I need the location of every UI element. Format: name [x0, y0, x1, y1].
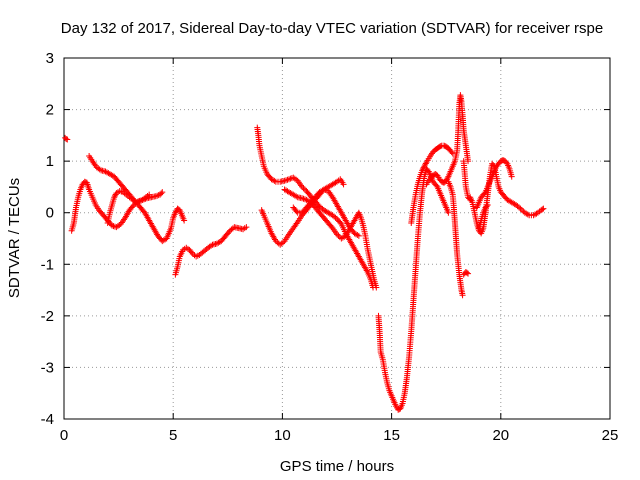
data-point: [281, 177, 288, 184]
data-point: [373, 284, 380, 291]
data-point: [146, 191, 153, 198]
data-point: [516, 204, 522, 211]
data-point: [288, 175, 295, 182]
data-point: [449, 150, 456, 157]
data-point: [293, 208, 300, 215]
data-point: [424, 167, 431, 174]
data-point: [419, 167, 426, 174]
data-point: [293, 193, 300, 200]
chart-title: Day 132 of 2017, Sidereal Day-to-day VTE…: [61, 20, 603, 37]
x-tick-label: 5: [169, 427, 177, 444]
data-point: [299, 195, 306, 202]
data-point: [283, 177, 290, 184]
data-point: [64, 136, 71, 143]
data-point: [508, 173, 515, 180]
y-tick-label: 2: [46, 102, 54, 119]
x-tick-label: 20: [492, 427, 509, 444]
y-tick-label: 0: [46, 205, 54, 222]
data-point: [293, 176, 300, 183]
data-point: [159, 189, 166, 196]
data-point: [539, 206, 546, 213]
data-point: [188, 249, 195, 256]
data-point: [322, 187, 329, 194]
data-point: [355, 232, 362, 239]
data-point: [158, 190, 165, 197]
x-tick-label: 10: [274, 427, 291, 444]
data-point: [484, 201, 491, 208]
data-point: [444, 174, 451, 181]
data-point: [271, 177, 278, 184]
data-point: [463, 269, 470, 276]
data-point: [111, 192, 118, 199]
data-point: [533, 210, 540, 217]
data-point: [109, 222, 116, 229]
data-point: [340, 181, 347, 188]
data-point: [111, 223, 118, 230]
y-tick-label: -4: [41, 411, 54, 428]
data-point: [301, 196, 308, 203]
data-point: [229, 225, 236, 232]
data-point: [243, 224, 250, 231]
data-point: [420, 164, 427, 171]
data-point: [517, 205, 524, 212]
data-point: [524, 211, 531, 218]
y-tick-label: -3: [41, 359, 54, 376]
data-point: [285, 176, 292, 183]
data-point: [300, 195, 307, 202]
x-tick-label: 25: [602, 427, 619, 444]
axis-ticks: 0 5 10 15 20 25 -4 -3 -2 -1 0 1 2 3: [41, 50, 619, 444]
data-point: [334, 231, 340, 238]
data-point: [280, 239, 287, 246]
data-point: [300, 185, 307, 192]
data-point: [422, 161, 429, 168]
data-point: [181, 217, 188, 224]
data-point: [445, 209, 452, 216]
data-point: [354, 232, 361, 239]
data-point: [433, 182, 440, 189]
data-point: [154, 192, 161, 199]
data-point: [448, 149, 455, 156]
y-tick-label: 1: [46, 153, 54, 170]
data-point: [540, 205, 547, 212]
data-point: [335, 232, 342, 239]
data-point: [63, 135, 70, 142]
data-point: [299, 183, 306, 190]
plot-frame: [63, 57, 611, 420]
data-point: [518, 206, 525, 213]
data-point: [503, 159, 510, 166]
data-point: [111, 194, 118, 201]
data-point: [481, 190, 488, 197]
y-tick-label: -2: [41, 308, 54, 325]
data-point: [337, 219, 344, 226]
data-point: [422, 160, 429, 167]
data-point: [421, 163, 428, 170]
data-point: [320, 186, 327, 193]
data-point: [483, 203, 490, 210]
x-axis-label: GPS time / hours: [280, 458, 394, 475]
data-point: [172, 209, 179, 216]
data-point: [152, 193, 159, 200]
data-point: [284, 176, 291, 183]
grid-lines: [64, 58, 610, 419]
data-point: [208, 242, 215, 249]
data-points: [62, 92, 547, 413]
data-point: [419, 166, 426, 173]
y-tick-label: 3: [46, 50, 54, 67]
y-axis-label: SDTVAR / TECUs: [6, 178, 23, 298]
y-tick-label: -1: [41, 256, 54, 273]
data-point: [459, 292, 466, 299]
data-point: [465, 270, 472, 277]
data-point: [301, 186, 308, 193]
data-point: [96, 166, 103, 173]
x-tick-label: 15: [383, 427, 400, 444]
data-point: [332, 179, 339, 186]
data-point: [116, 222, 123, 229]
x-tick-label: 0: [60, 427, 68, 444]
